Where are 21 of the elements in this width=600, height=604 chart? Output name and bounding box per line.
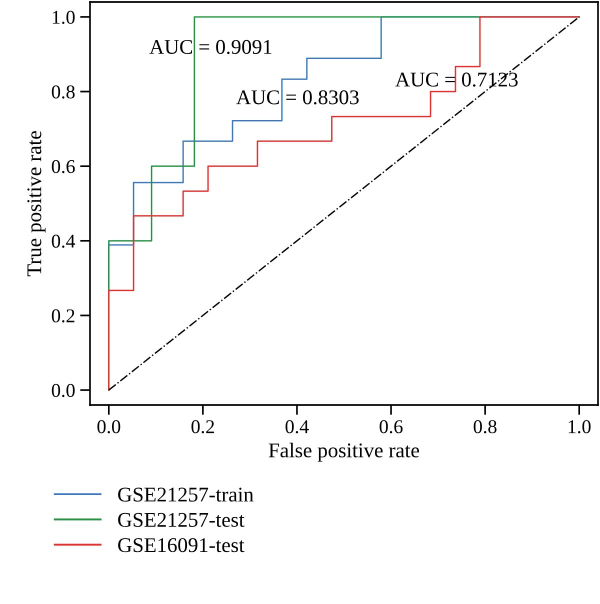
y-tick-label: 1.0 (52, 10, 75, 24)
legend-label: GSE21257-train (118, 488, 254, 502)
y-tick-label: 0.4 (52, 234, 76, 248)
line-series (108, 16, 580, 391)
legend-label: GSE21257-test (118, 512, 244, 527)
y-tick-label: 0.8 (52, 85, 75, 99)
annotation: AUC = 0.8303 (236, 90, 359, 104)
x-tick-label: 0.0 (97, 420, 120, 434)
y-tick-label: 0.0 (52, 384, 75, 398)
annotation: AUC = 0.7123 (395, 72, 518, 87)
annotation: AUC = 0.9091 (149, 40, 272, 54)
y-axis-title: True positive rate (27, 131, 46, 276)
x-tick-label: 0.4 (286, 420, 309, 434)
x-axis-title: False positive rate (268, 442, 420, 462)
legend-label: GSE16091-test (118, 538, 244, 552)
x-tick-label: 1.0 (568, 420, 591, 434)
y-tick-label: 0.6 (52, 160, 75, 174)
x-tick-label: 0.8 (474, 420, 497, 434)
y-tick-label: 0.2 (52, 309, 74, 322)
x-tick-label: 0.2 (191, 420, 214, 434)
x-tick-label: 0.6 (380, 420, 403, 434)
